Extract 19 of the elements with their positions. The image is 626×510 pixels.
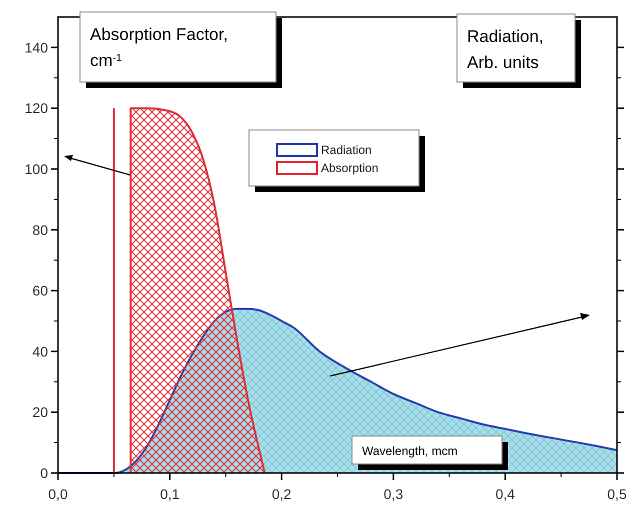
y-tick-label: 20 (32, 404, 48, 420)
y-tick-label: 100 (24, 161, 48, 177)
y-tick-label: 0 (40, 465, 48, 481)
x-tick-label: 0,0 (48, 486, 68, 502)
y-axis-title: Absorption Factor, cm$^{-1}$ (90, 25, 228, 70)
y-tick-label: 80 (32, 222, 48, 238)
legend-label: Radiation (321, 143, 372, 157)
y-tick-label: 60 (32, 282, 48, 299)
x-tick-label: 0,2 (272, 486, 292, 502)
y-tick-label: 40 (32, 343, 48, 360)
x-tick-label: 0,4 (495, 486, 516, 502)
x-tick-label: 0,5 (607, 486, 626, 502)
y-tick-label: 140 (24, 39, 48, 56)
x-tick-label: 0,3 (384, 486, 404, 502)
y-tick-label: 120 (24, 100, 48, 116)
x-tick-label: 0,1 (160, 486, 180, 502)
legend-label: Absorption (321, 161, 378, 175)
x-axis-title: Wavelength, mcm (362, 444, 458, 458)
y2-axis-title: Radiation, Arb. units (467, 27, 544, 72)
